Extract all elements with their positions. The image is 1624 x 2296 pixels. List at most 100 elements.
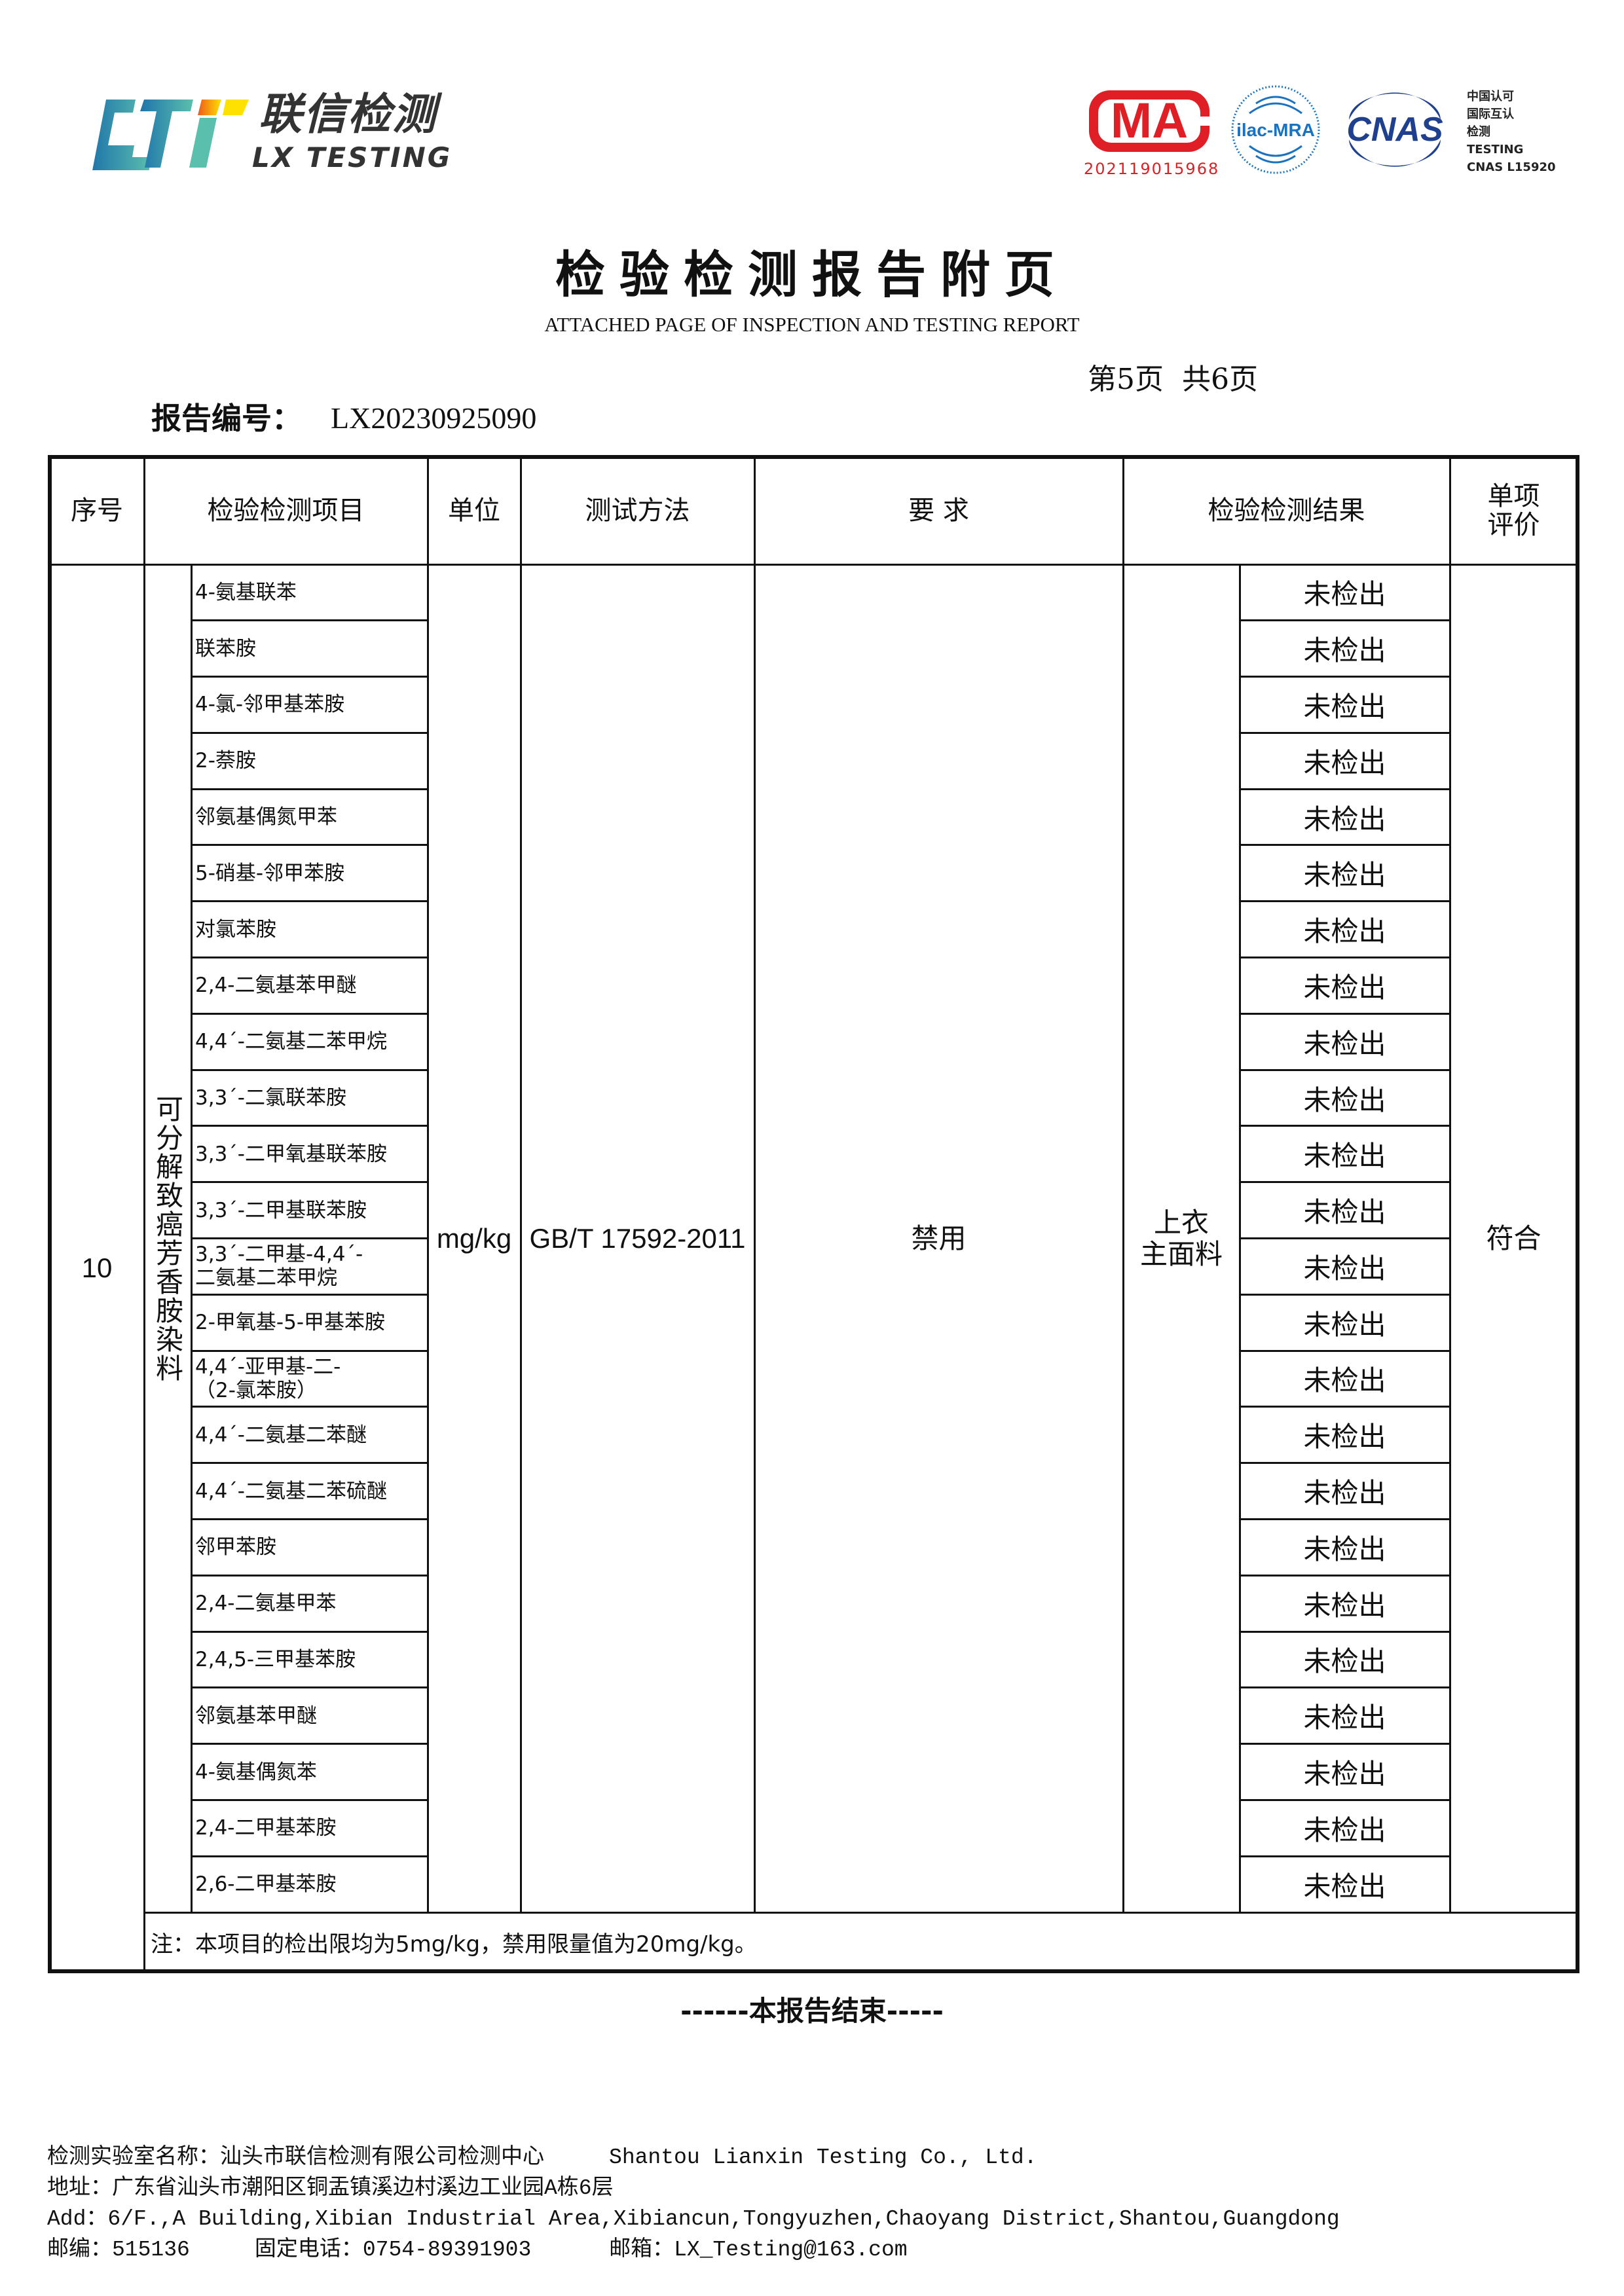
table-rule bbox=[1240, 1743, 1450, 1745]
footer-contact: 邮编：515136 固定电话：0754-89391903 邮箱：LX_Testi… bbox=[47, 2238, 908, 2262]
cma-number: 202119015968 bbox=[1084, 160, 1220, 178]
cnas-line: 检测 bbox=[1467, 125, 1490, 139]
table-rule bbox=[1240, 676, 1450, 678]
table-rule bbox=[50, 563, 1578, 566]
item-result: 未检出 bbox=[1303, 1870, 1386, 1903]
table-rule bbox=[1240, 788, 1450, 790]
table-rule bbox=[191, 1125, 428, 1127]
item-result: 未检出 bbox=[1303, 915, 1386, 948]
table-rule bbox=[753, 457, 756, 1912]
row-seq: 10 bbox=[81, 1252, 113, 1283]
report-end: ------本报告结束----- bbox=[680, 1995, 944, 2027]
table-rule bbox=[1238, 564, 1241, 1912]
table-rule bbox=[191, 1462, 428, 1465]
item-name: 邻氨基苯甲醚 bbox=[195, 1704, 317, 1728]
item-result: 未检出 bbox=[1303, 1308, 1386, 1341]
footer-address-en: Add：6/F.,A Building,Xibian Industrial Ar… bbox=[47, 2207, 1340, 2231]
table-rule bbox=[1240, 900, 1450, 903]
table-rule bbox=[426, 457, 429, 1912]
item-result: 未检出 bbox=[1303, 578, 1386, 611]
table-rule bbox=[1449, 457, 1451, 1912]
item-name: 4,4´-二氨基二苯甲烷 bbox=[195, 1030, 387, 1054]
table-rule bbox=[191, 788, 428, 790]
header-method: 测试方法 bbox=[585, 496, 690, 526]
item-name: 4,4´-二氨基二苯醚 bbox=[195, 1423, 367, 1447]
table-rule bbox=[1122, 457, 1124, 1912]
item-result: 未检出 bbox=[1303, 746, 1386, 779]
row-method: GB/T 17592-2011 bbox=[529, 1222, 746, 1254]
cnas-line: TESTING bbox=[1467, 143, 1524, 156]
table-rule bbox=[48, 455, 52, 1973]
table-rule bbox=[191, 731, 428, 734]
item-result: 未检出 bbox=[1303, 690, 1386, 723]
item-name: 2,6-二甲基苯胺 bbox=[195, 1872, 337, 1897]
row-unit: mg/kg bbox=[436, 1222, 512, 1254]
item-result: 未检出 bbox=[1303, 634, 1386, 667]
table-rule bbox=[1240, 1686, 1450, 1689]
table-rule bbox=[143, 457, 145, 1971]
table-rule bbox=[191, 1406, 428, 1408]
table-rule bbox=[1240, 1068, 1450, 1071]
table-rule bbox=[191, 1068, 428, 1071]
item-result: 未检出 bbox=[1303, 859, 1386, 892]
item-result: 未检出 bbox=[1303, 1645, 1386, 1678]
item-name: 2-甲氧基-5-甲基苯胺 bbox=[195, 1311, 386, 1335]
cnas-line: 国际互认 bbox=[1467, 107, 1514, 121]
svg-text:CNAS: CNAS bbox=[1346, 111, 1443, 149]
table-rule bbox=[191, 1798, 428, 1801]
table-rule bbox=[1240, 1462, 1450, 1465]
logo-name-en: LX TESTING bbox=[252, 141, 452, 173]
page-subtitle: ATTACHED PAGE OF INSPECTION AND TESTING … bbox=[544, 313, 1080, 336]
table-rule bbox=[191, 1293, 428, 1296]
page-title: 检验检测报告附页 bbox=[555, 246, 1069, 304]
table-rule bbox=[191, 1237, 428, 1239]
cnas-logo: CNAS bbox=[1339, 87, 1450, 172]
svg-text:MA: MA bbox=[1111, 93, 1188, 149]
table-rule bbox=[191, 957, 428, 959]
header-unit: 单位 bbox=[448, 496, 500, 526]
page-indicator: 第5页 共6页 bbox=[1088, 363, 1258, 396]
item-name: 2-萘胺 bbox=[195, 749, 256, 773]
item-name: 3,3´-二甲基联苯胺 bbox=[195, 1198, 367, 1222]
item-name: 联苯胺 bbox=[195, 636, 256, 661]
ilac-mra-logo: ilac-MRA bbox=[1230, 84, 1321, 175]
cnas-line: 中国认可 bbox=[1467, 90, 1514, 103]
item-result: 未检出 bbox=[1303, 803, 1386, 835]
table-rule bbox=[191, 1574, 428, 1576]
table-rule bbox=[1240, 957, 1450, 959]
table-rule bbox=[1240, 1574, 1450, 1576]
row-category: 可分解致癌芳香胺染料 bbox=[151, 1094, 184, 1383]
table-rule bbox=[519, 457, 522, 1912]
table-rule bbox=[1576, 455, 1579, 1973]
item-name: 4,4´-二氨基二苯硫醚 bbox=[195, 1479, 387, 1503]
item-result: 未检出 bbox=[1303, 1252, 1386, 1285]
report-no: LX20230925090 bbox=[331, 401, 537, 435]
svg-text:ilac-MRA: ilac-MRA bbox=[1236, 120, 1315, 140]
table-rule bbox=[191, 1743, 428, 1745]
item-name: 对氯苯胺 bbox=[195, 917, 276, 941]
table-rule bbox=[1240, 1349, 1450, 1352]
item-result: 未检出 bbox=[1303, 1196, 1386, 1229]
table-rule bbox=[1240, 731, 1450, 734]
item-name: 4-氨基联苯 bbox=[195, 580, 297, 604]
table-rule bbox=[1240, 1181, 1450, 1184]
table-rule bbox=[191, 900, 428, 903]
table-note: 注：本项目的检出限均为5mg/kg，禁用限量值为20mg/kg。 bbox=[151, 1931, 757, 1958]
row-part: 上衣 主面料 bbox=[1139, 1207, 1223, 1269]
item-name: 3,3´-二甲基-4,4´- 二氨基二苯甲烷 bbox=[195, 1243, 363, 1290]
table-rule bbox=[191, 1686, 428, 1689]
table-rule bbox=[191, 1349, 428, 1352]
header-result: 检验检测结果 bbox=[1208, 496, 1365, 526]
table-rule bbox=[48, 455, 1579, 459]
header-item: 检验检测项目 bbox=[207, 496, 365, 526]
table-rule bbox=[1240, 619, 1450, 622]
item-result: 未检出 bbox=[1303, 1533, 1386, 1565]
table-rule bbox=[1240, 1518, 1450, 1520]
table-rule bbox=[191, 676, 428, 678]
item-name: 2,4-二氨基苯甲醚 bbox=[195, 974, 357, 998]
table-rule bbox=[144, 1911, 1578, 1914]
table-rule bbox=[191, 1518, 428, 1520]
cnas-text: 中国认可 国际互认 检测 TESTING CNAS L15920 bbox=[1467, 88, 1556, 176]
cnas-line: CNAS L15920 bbox=[1467, 160, 1556, 174]
item-result: 未检出 bbox=[1303, 1027, 1386, 1060]
